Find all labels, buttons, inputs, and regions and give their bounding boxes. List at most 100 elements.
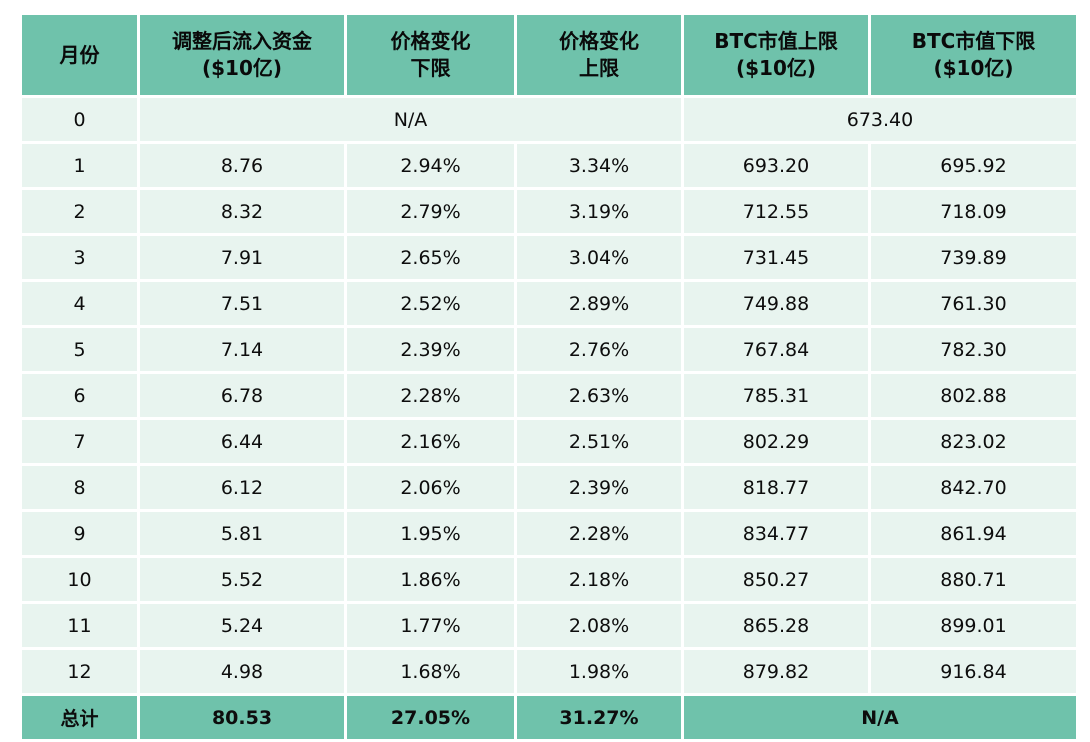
btc-marketcap-table: 月份 调整后流入资金 ($10亿) 价格变化 下限 价格变化 上限 BTC市值上…: [19, 12, 1079, 742]
adjusted-inflow-cell: 5.24: [137, 601, 347, 650]
adjusted-inflow-cell: 4.98: [137, 647, 347, 696]
btc-cap-upper-cell: 712.55: [681, 187, 871, 236]
price-change-upper-cell: 2.39%: [514, 463, 684, 512]
price-change-lower-cell: 2.28%: [344, 371, 517, 420]
price-change-upper-cell: 2.08%: [514, 601, 684, 650]
btc-cap-upper-cell: 879.82: [681, 647, 871, 696]
price-change-upper-cell: 3.04%: [514, 233, 684, 282]
header-price-change-upper: 价格变化 上限: [514, 12, 684, 98]
header-row: 月份 调整后流入资金 ($10亿) 价格变化 下限 价格变化 上限 BTC市值上…: [19, 12, 1079, 98]
adjusted-inflow-cell: 7.51: [137, 279, 347, 328]
month-cell: 10: [19, 555, 140, 604]
table-row: 1 8.76 2.94% 3.34% 693.20 695.92: [19, 141, 1079, 190]
price-change-upper-cell: 3.34%: [514, 141, 684, 190]
btc-cap-lower-cell: 695.92: [868, 141, 1079, 190]
adjusted-inflow-cell: 7.91: [137, 233, 347, 282]
month-cell: 12: [19, 647, 140, 696]
month-cell: 11: [19, 601, 140, 650]
total-price-upper-cell: 31.27%: [514, 693, 684, 742]
table-row: 4 7.51 2.52% 2.89% 749.88 761.30: [19, 279, 1079, 328]
header-adjusted-inflow: 调整后流入资金 ($10亿): [137, 12, 347, 98]
table-row: 9 5.81 1.95% 2.28% 834.77 861.94: [19, 509, 1079, 558]
btc-cap-upper-cell: 693.20: [681, 141, 871, 190]
total-na-merged-cell: N/A: [681, 693, 1079, 742]
month-cell: 0: [19, 95, 140, 144]
table-footer: 总计 80.53 27.05% 31.27% N/A: [19, 693, 1079, 742]
table-header: 月份 调整后流入资金 ($10亿) 价格变化 下限 价格变化 上限 BTC市值上…: [19, 12, 1079, 98]
btc-cap-upper-cell: 834.77: [681, 509, 871, 558]
btc-cap-upper-cell: 785.31: [681, 371, 871, 420]
btc-cap-lower-cell: 718.09: [868, 187, 1079, 236]
price-change-lower-cell: 2.52%: [344, 279, 517, 328]
btc-cap-lower-cell: 739.89: [868, 233, 1079, 282]
price-change-upper-cell: 2.76%: [514, 325, 684, 374]
price-change-lower-cell: 2.39%: [344, 325, 517, 374]
table-body: 0 N/A 673.40 1 8.76 2.94% 3.34% 693.20 6…: [19, 95, 1079, 696]
price-change-upper-cell: 1.98%: [514, 647, 684, 696]
header-price-change-lower: 价格变化 下限: [344, 12, 517, 98]
btc-cap-upper-cell: 865.28: [681, 601, 871, 650]
table-row-month-0: 0 N/A 673.40: [19, 95, 1079, 144]
adjusted-inflow-cell: 6.12: [137, 463, 347, 512]
month-cell: 5: [19, 325, 140, 374]
btc-cap-upper-cell: 767.84: [681, 325, 871, 374]
initial-marketcap-merged-cell: 673.40: [681, 95, 1079, 144]
header-btc-cap-lower: BTC市值下限 ($10亿): [868, 12, 1079, 98]
adjusted-inflow-cell: 5.81: [137, 509, 347, 558]
na-merged-cell: N/A: [137, 95, 684, 144]
btc-cap-lower-cell: 823.02: [868, 417, 1079, 466]
table-row: 10 5.52 1.86% 2.18% 850.27 880.71: [19, 555, 1079, 604]
price-change-upper-cell: 2.63%: [514, 371, 684, 420]
btc-cap-lower-cell: 782.30: [868, 325, 1079, 374]
header-month: 月份: [19, 12, 140, 98]
btc-cap-lower-cell: 916.84: [868, 647, 1079, 696]
total-label-cell: 总计: [19, 693, 140, 742]
month-cell: 4: [19, 279, 140, 328]
total-row: 总计 80.53 27.05% 31.27% N/A: [19, 693, 1079, 742]
month-cell: 3: [19, 233, 140, 282]
adjusted-inflow-cell: 8.32: [137, 187, 347, 236]
total-price-lower-cell: 27.05%: [344, 693, 517, 742]
header-btc-cap-upper: BTC市值上限 ($10亿): [681, 12, 871, 98]
btc-cap-upper-cell: 802.29: [681, 417, 871, 466]
price-change-lower-cell: 1.68%: [344, 647, 517, 696]
btc-cap-lower-cell: 899.01: [868, 601, 1079, 650]
price-change-upper-cell: 3.19%: [514, 187, 684, 236]
month-cell: 6: [19, 371, 140, 420]
table-row: 5 7.14 2.39% 2.76% 767.84 782.30: [19, 325, 1079, 374]
month-cell: 1: [19, 141, 140, 190]
btc-cap-upper-cell: 818.77: [681, 463, 871, 512]
price-change-lower-cell: 2.94%: [344, 141, 517, 190]
price-change-lower-cell: 2.16%: [344, 417, 517, 466]
btc-cap-lower-cell: 880.71: [868, 555, 1079, 604]
table-row: 11 5.24 1.77% 2.08% 865.28 899.01: [19, 601, 1079, 650]
price-change-lower-cell: 1.95%: [344, 509, 517, 558]
adjusted-inflow-cell: 8.76: [137, 141, 347, 190]
table-row: 7 6.44 2.16% 2.51% 802.29 823.02: [19, 417, 1079, 466]
price-change-lower-cell: 2.06%: [344, 463, 517, 512]
page: 月份 调整后流入资金 ($10亿) 价格变化 下限 价格变化 上限 BTC市值上…: [19, 12, 1079, 742]
adjusted-inflow-cell: 6.78: [137, 371, 347, 420]
price-change-upper-cell: 2.51%: [514, 417, 684, 466]
price-change-lower-cell: 2.79%: [344, 187, 517, 236]
btc-cap-lower-cell: 842.70: [868, 463, 1079, 512]
btc-cap-lower-cell: 761.30: [868, 279, 1079, 328]
price-change-lower-cell: 1.86%: [344, 555, 517, 604]
price-change-upper-cell: 2.18%: [514, 555, 684, 604]
table-row: 3 7.91 2.65% 3.04% 731.45 739.89: [19, 233, 1079, 282]
adjusted-inflow-cell: 6.44: [137, 417, 347, 466]
month-cell: 7: [19, 417, 140, 466]
month-cell: 9: [19, 509, 140, 558]
btc-cap-lower-cell: 861.94: [868, 509, 1079, 558]
btc-cap-upper-cell: 749.88: [681, 279, 871, 328]
adjusted-inflow-cell: 5.52: [137, 555, 347, 604]
btc-cap-upper-cell: 731.45: [681, 233, 871, 282]
table-row: 2 8.32 2.79% 3.19% 712.55 718.09: [19, 187, 1079, 236]
btc-cap-lower-cell: 802.88: [868, 371, 1079, 420]
table-row: 8 6.12 2.06% 2.39% 818.77 842.70: [19, 463, 1079, 512]
price-change-lower-cell: 1.77%: [344, 601, 517, 650]
month-cell: 2: [19, 187, 140, 236]
total-inflow-cell: 80.53: [137, 693, 347, 742]
price-change-upper-cell: 2.28%: [514, 509, 684, 558]
table-row: 12 4.98 1.68% 1.98% 879.82 916.84: [19, 647, 1079, 696]
